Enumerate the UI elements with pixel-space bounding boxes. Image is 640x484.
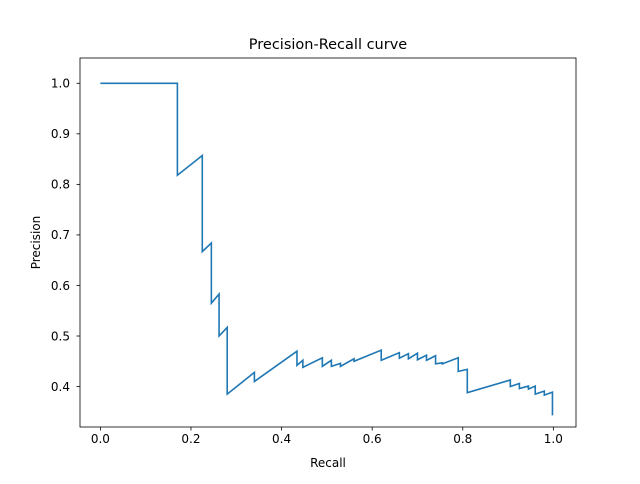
y-tick-label: 0.7 (51, 228, 70, 242)
y-tick-label: 0.6 (51, 279, 70, 293)
y-axis-label: Precision (29, 216, 43, 270)
y-tick-label: 0.9 (51, 127, 70, 141)
y-tick-label: 0.4 (51, 380, 70, 394)
y-tick-label: 1.0 (51, 77, 70, 91)
precision-recall-line (100, 82, 554, 416)
x-tick-label: 0.4 (272, 432, 291, 446)
y-tick-label: 0.8 (51, 178, 70, 192)
x-tick-label: 1.0 (544, 432, 563, 446)
y-axis-ticks: 0.4 0.5 0.6 0.7 0.8 0.9 1.0 (51, 77, 80, 394)
plot-frame (79, 57, 577, 428)
x-tick-label: 0.8 (453, 432, 472, 446)
x-axis-label: Recall (310, 456, 346, 470)
y-tick-label: 0.5 (51, 329, 70, 343)
x-axis-ticks: 0.0 0.2 0.4 0.6 0.8 1.0 (91, 427, 563, 446)
x-tick-label: 0.6 (363, 432, 382, 446)
chart-title: Precision-Recall curve (249, 37, 408, 53)
x-tick-label: 0.0 (91, 432, 110, 446)
x-tick-label: 0.2 (181, 432, 200, 446)
